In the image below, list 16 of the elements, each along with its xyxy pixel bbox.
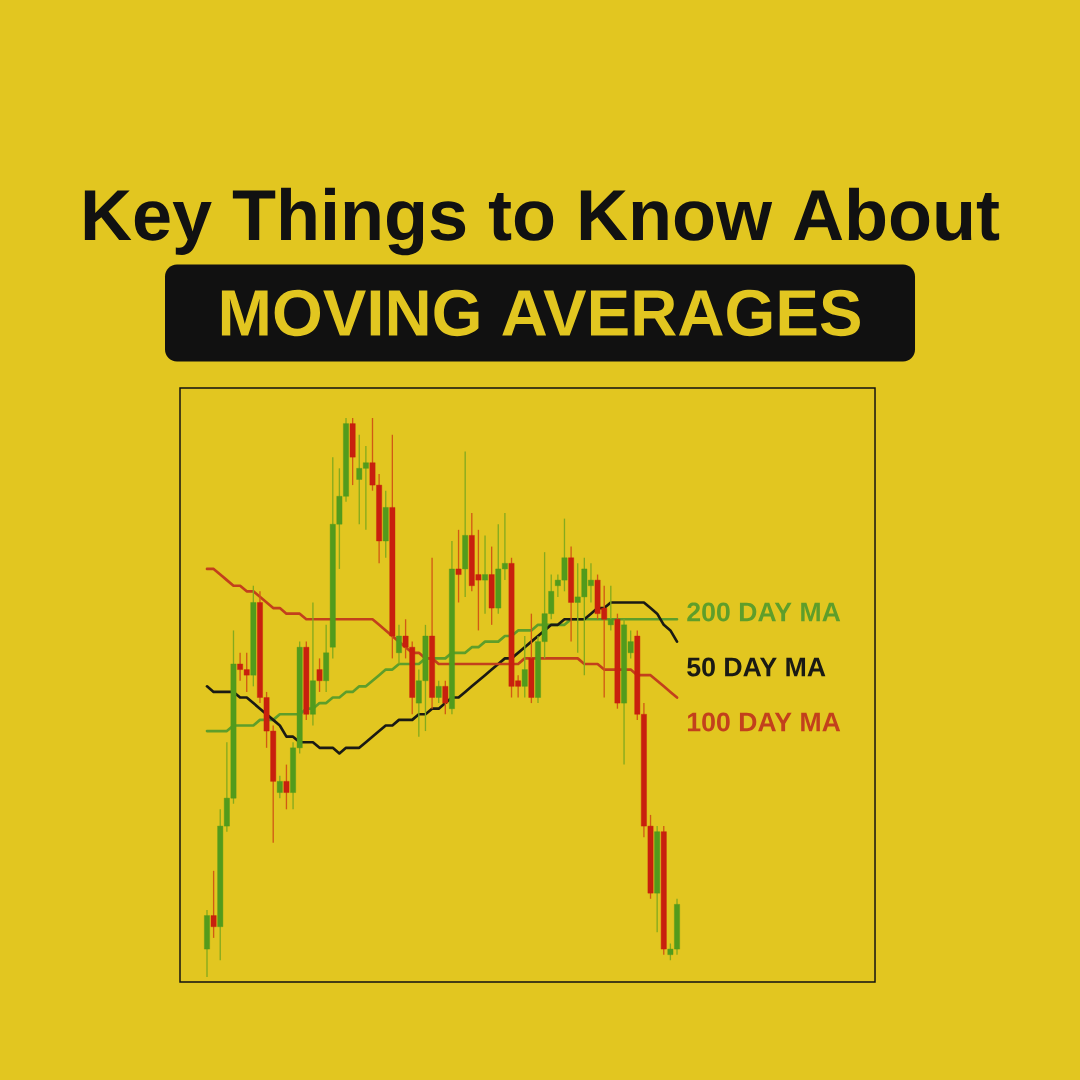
- series-label: 200 DAY MA: [687, 602, 841, 622]
- series-label: 50 DAY MA: [687, 657, 826, 677]
- candlestick: [276, 775, 283, 799]
- candlestick: [482, 534, 488, 615]
- chart-subtitle: MOVING AVERAGES: [221, 289, 860, 337]
- candlestick: [316, 657, 323, 693]
- candlestick: [396, 624, 402, 665]
- candlestick: [210, 870, 217, 939]
- candlestick: [435, 680, 442, 704]
- candlestick: [521, 635, 528, 699]
- candlestick: [455, 529, 462, 604]
- candlestick: [607, 585, 614, 632]
- series-label: 100 DAY MA: [687, 712, 841, 732]
- chart-title: Key Things to Know About: [84, 187, 1000, 256]
- candlestick: [283, 763, 290, 810]
- candlestick: [442, 680, 449, 715]
